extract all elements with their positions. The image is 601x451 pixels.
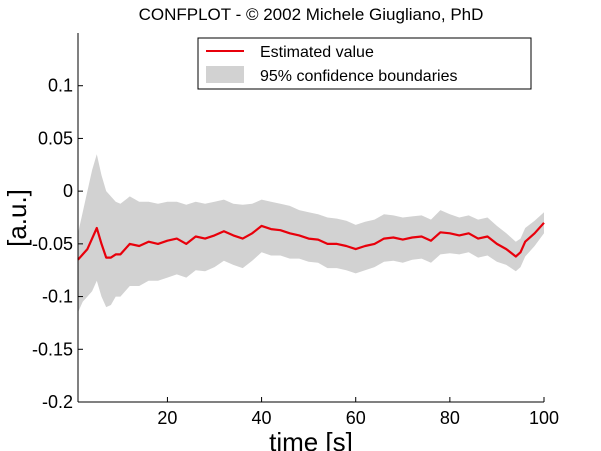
y-tick-label: 0.05 — [38, 128, 73, 148]
x-tick-label: 60 — [346, 408, 366, 428]
x-tick-label: 100 — [529, 408, 559, 428]
chart-title: CONFPLOT - © 2002 Michele Giugliano, PhD — [139, 5, 484, 24]
legend-swatch-confidence — [206, 66, 244, 83]
x-axis-label: time [s] — [269, 427, 353, 451]
x-tick-label: 40 — [252, 408, 272, 428]
confidence-band — [78, 154, 544, 313]
legend-label-confidence: 95% confidence boundaries — [260, 68, 457, 85]
y-tick-label: -0.05 — [32, 234, 73, 254]
legend: Estimated value 95% confidence boundarie… — [197, 37, 532, 90]
y-tick-label: -0.2 — [42, 392, 73, 412]
legend-box — [197, 37, 532, 90]
plot-area — [77, 154, 545, 313]
x-tick-label: 20 — [157, 408, 177, 428]
y-axis-label: [a.u.] — [2, 189, 32, 247]
y-tick-label: 0.1 — [48, 76, 73, 96]
y-tick-label: -0.1 — [42, 287, 73, 307]
y-tick-label: -0.15 — [32, 339, 73, 359]
axis-ticks: 20 40 60 80 100 0.1 0.05 0 -0.05 -0.1 -0.15 -0.2 — [32, 76, 559, 428]
axes-frame — [77, 33, 544, 403]
estimated-value-line — [77, 222, 545, 261]
legend-label-estimated: Estimated value — [260, 44, 374, 61]
y-tick-label: 0 — [63, 181, 73, 201]
x-tick-label: 80 — [440, 408, 460, 428]
